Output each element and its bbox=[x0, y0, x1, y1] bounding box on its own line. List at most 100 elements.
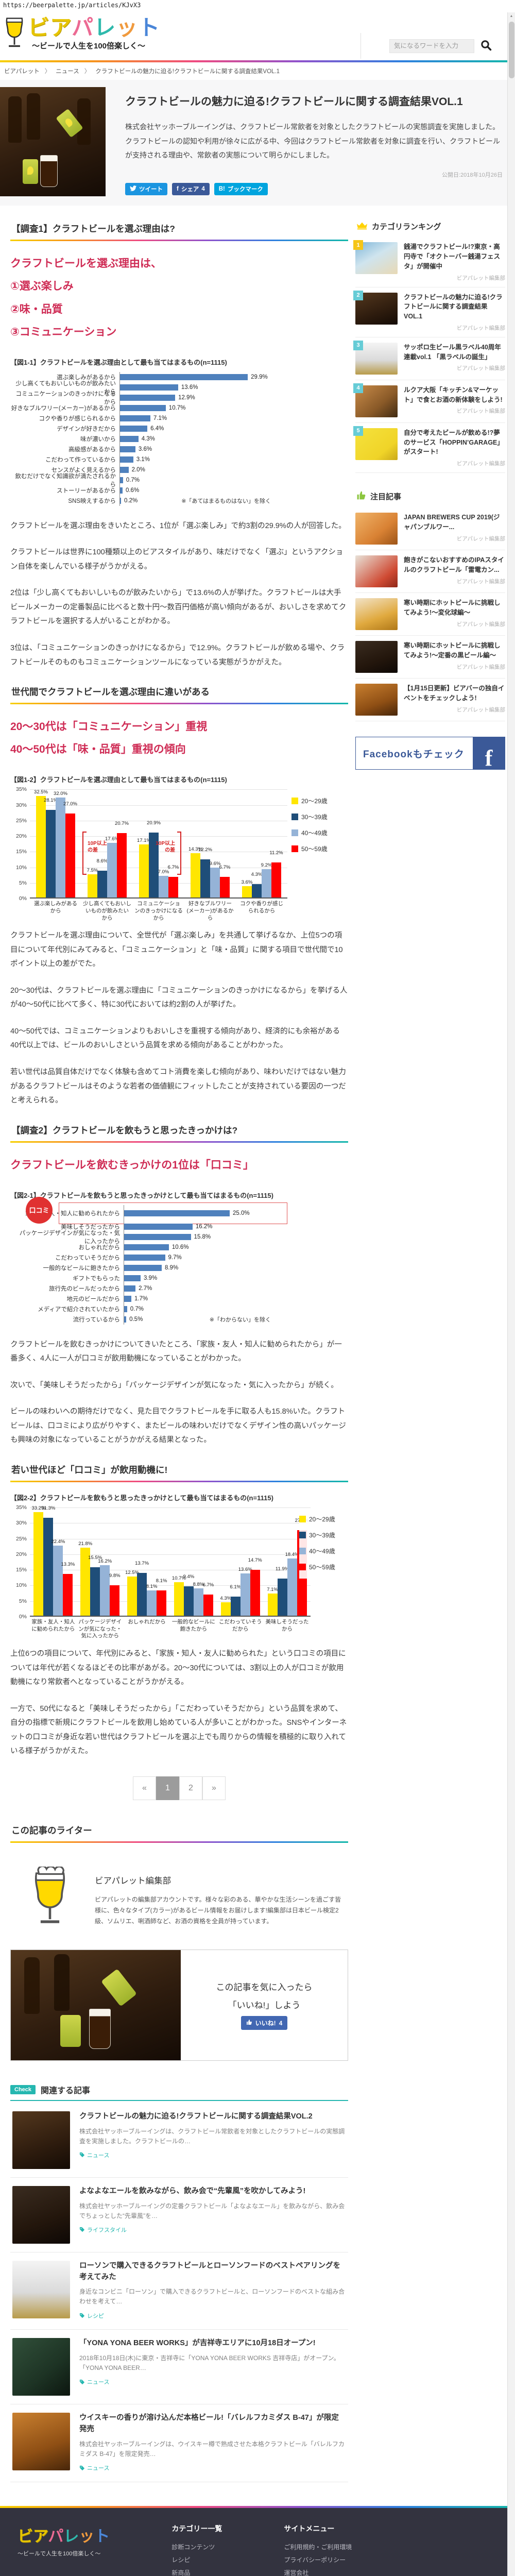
chart-value-label: 8.6% bbox=[96, 858, 108, 865]
related-article-title[interactable]: ローソンで購入できるクラフトビールとローソンフードのベストペアリングを考えてみた bbox=[79, 2261, 341, 2281]
site-logo[interactable]: ビアパレット 〜ビールで人生を100倍楽しく〜 bbox=[3, 16, 500, 51]
featured-item[interactable]: 寒い時期にホットビールに挑戦してみよう!〜定番の黒ビール編〜 ビアパレット編集部 bbox=[355, 636, 505, 679]
related-article-category-tag[interactable]: ニュース bbox=[79, 2151, 109, 2159]
tweet-button[interactable]: ツイート bbox=[125, 183, 167, 196]
sidebar-article-title[interactable]: 自分で考えたビールが飲める!?夢のサービス「HOPPIN’GARAGE」がスター… bbox=[404, 429, 504, 456]
related-article-title[interactable]: ウイスキーの香りが溶け込んだ本格ビール!「バレルフカミダス B-47」が限定発売 bbox=[79, 2414, 339, 2433]
body-paragraph: クラフトビールを選ぶ理由について、全世代が「選ぶ楽しみ」を共通して挙げるなか、上… bbox=[10, 931, 343, 969]
related-article-category-tag[interactable]: ニュース bbox=[79, 2378, 109, 2386]
related-article-item[interactable]: よなよなエールを飲みながら、飲み会で“先輩風”を吹かしてみよう! 株式会社ヤッホー… bbox=[10, 2178, 348, 2252]
chart-ytick-label: 5% bbox=[19, 879, 27, 886]
breadcrumb-item[interactable]: ビアパレット bbox=[4, 69, 40, 75]
sidebar-article-author: ビアパレット編集部 bbox=[456, 275, 505, 281]
search-icon bbox=[480, 40, 492, 53]
footer-link[interactable]: 運営会社 bbox=[284, 2569, 309, 2576]
chart-bar-row: デザインが好きだから 6.4% bbox=[10, 423, 348, 434]
tag-icon bbox=[79, 2153, 85, 2158]
facebook-share-button[interactable]: f シェア 4 bbox=[172, 183, 210, 196]
sidebar-article-title[interactable]: JAPAN BREWERS CUP 2019(ジャパンブルワー... bbox=[404, 514, 500, 531]
featured-item[interactable]: 【1月15日更新】ビアバーの独自イベントをチェックしよう! ビアパレット編集部 bbox=[355, 679, 505, 722]
featured-item[interactable]: JAPAN BREWERS CUP 2019(ジャパンブルワー... ビアパレット… bbox=[355, 507, 505, 551]
chart-value-label: 0.6% bbox=[125, 487, 140, 494]
section3-heading: 【調査2】クラフトビールを飲もうと思ったきっかけは? bbox=[10, 1120, 348, 1143]
chart-bar-row: 一般的なビールに飽きたから 8.9% bbox=[14, 1262, 348, 1273]
chart-bar: 8.6% bbox=[97, 858, 108, 898]
footer-link[interactable]: レシピ bbox=[171, 2556, 191, 2564]
featured-title: 注目記事 bbox=[370, 493, 402, 502]
ranking-item[interactable]: 4 ルクア大阪「キッチン&マーケット」で食とお酒の新体験をしよう! ビアパレット編集… bbox=[353, 380, 505, 423]
writer-bio: ビアパレットの編集部アカウントです。様々な彩のある、華やかな生活シーンを過ごす皆… bbox=[95, 1895, 341, 1925]
pagination-next[interactable]: » bbox=[202, 1776, 226, 1800]
chart-value-label: 28.1% bbox=[44, 798, 58, 804]
rank-badge: 1 bbox=[353, 240, 363, 250]
sidebar-article-title[interactable]: 飽きがこないおすすめのIPAスタイルのクラフトビール「雷電カン... bbox=[404, 556, 504, 573]
footer-logo[interactable]: ビアパレット 〜ビールで人生を100倍楽しく〜 bbox=[18, 2528, 110, 2557]
browser-url[interactable]: https://beerpalette.jp/articles/KJvX3 bbox=[0, 0, 515, 11]
related-article-title[interactable]: よなよなエールを飲みながら、飲み会で“先輩風”を吹かしてみよう! bbox=[79, 2187, 306, 2195]
footer-link[interactable]: 診断コンテンツ bbox=[171, 2543, 215, 2551]
ranking-item[interactable]: 1 銭湯でクラフトビール!?東京・高円寺で「オクトーバー銭湯フェスタ」が開催中ビア… bbox=[353, 237, 505, 287]
sidebar-article-title[interactable]: 寒い時期にホットビールに挑戦してみよう!〜定番の黒ビール編〜 bbox=[404, 642, 501, 659]
sidebar-article-title[interactable]: 【1月15日更新】ビアバーの独自イベントをチェックしよう! bbox=[404, 685, 505, 702]
breadcrumb-item[interactable]: ニュース bbox=[56, 69, 79, 75]
search-button[interactable] bbox=[480, 40, 492, 53]
sidebar-article-title[interactable]: サッポロ生ビール黒ラベル40周年連載vol.1 「黒ラベルの誕生」 bbox=[404, 343, 501, 361]
chart-bar bbox=[120, 446, 135, 452]
writer-avatar[interactable] bbox=[28, 1865, 72, 1927]
chart-category-label: デザインが好きだから bbox=[57, 426, 116, 432]
site-footer: ビアパレット 〜ビールで人生を100倍楽しく〜 カテゴリー一覧 診断コンテンツレ… bbox=[0, 2505, 515, 2576]
thumbs-up-icon bbox=[356, 490, 366, 502]
legend-swatch bbox=[299, 1564, 306, 1571]
related-article-category-tag[interactable]: レシピ bbox=[79, 2312, 104, 2320]
chart-bar bbox=[124, 1210, 230, 1216]
related-article-title[interactable]: 「YONA YONA BEER WORKS」が吉祥寺エリアに10月18日オープン… bbox=[79, 2339, 316, 2348]
search-input[interactable] bbox=[389, 39, 474, 53]
chart-ytick-label: 35% bbox=[15, 786, 27, 793]
facebook-like-button[interactable]: いいね! 4 bbox=[241, 2016, 288, 2030]
footer-tagline: 〜ビールで人生を100倍楽しく〜 bbox=[18, 2550, 101, 2557]
scrollbar-thumb[interactable] bbox=[509, 22, 514, 78]
related-article-item[interactable]: 「YONA YONA BEER WORKS」が吉祥寺エリアに10月18日オープン… bbox=[10, 2330, 348, 2405]
fig1-2-grouped-bar-chart: 0% 5% 10% 15% 20% 25% 30% 35% 32.5% 28.1% 32.0% 27.… bbox=[10, 786, 348, 922]
chart-bar bbox=[124, 1264, 162, 1271]
footer-link[interactable]: ご利用規約・ご利用環境 bbox=[284, 2543, 352, 2551]
related-article-title[interactable]: クラフトビールの魅力に迫る!クラフトビールに関する調査結果VOL.2 bbox=[79, 2112, 313, 2121]
chart-category-label: コクや香りが感じられるから bbox=[39, 415, 116, 422]
hatena-bookmark-button[interactable]: B! ブックマーク bbox=[214, 183, 268, 196]
chart-bar: 7.1% bbox=[267, 1587, 278, 1616]
footer-link[interactable]: プライバシーポリシー bbox=[284, 2556, 346, 2564]
ranking-item[interactable]: 3 サッポロ生ビール黒ラベル40周年連載vol.1 「黒ラベルの誕生」 ビアパレット… bbox=[353, 337, 505, 380]
writer-name[interactable]: ビアパレット編集部 bbox=[95, 1876, 171, 1886]
ranking-item[interactable]: 5 自分で考えたビールが飲める!?夢のサービス「HOPPIN’GARAGE」がスタ… bbox=[353, 423, 505, 473]
legend-item: 50〜59歳 bbox=[291, 844, 348, 853]
scrollbar[interactable]: ▲ ▼ bbox=[507, 12, 515, 2576]
sidebar-article-title[interactable]: 寒い時期にホットビールに挑戦してみよう!〜変化球編〜 bbox=[404, 599, 501, 616]
featured-item[interactable]: 飽きがこないおすすめのIPAスタイルのクラフトビール「雷電カン... ビアパレット… bbox=[355, 550, 505, 594]
sidebar-article-title[interactable]: 銭湯でクラフトビール!?東京・高円寺で「オクトーバー銭湯フェスタ」が開催中 bbox=[404, 243, 501, 270]
pagination-prev[interactable]: « bbox=[133, 1776, 156, 1800]
facebook-logo-icon: f bbox=[473, 737, 505, 770]
related-article-item[interactable]: ウイスキーの香りが溶け込んだ本格ビール!「バレルフカミダス B-47」が限定発売… bbox=[10, 2404, 348, 2482]
sidebar-article-title[interactable]: ルクア大阪「キッチン&マーケット」で食とお酒の新体験をしよう! bbox=[404, 386, 503, 403]
related-article-category-tag[interactable]: ニュース bbox=[79, 2464, 109, 2472]
chart-bar: 6.7% bbox=[203, 1582, 214, 1616]
chart-bar-row: こだわっていそうだから 9.7% bbox=[14, 1252, 348, 1263]
featured-item[interactable]: 寒い時期にホットビールに挑戦してみよう!〜変化球編〜 ビアパレット編集部 bbox=[355, 593, 505, 636]
scrollbar-up-icon[interactable]: ▲ bbox=[509, 14, 513, 18]
pagination-page-1[interactable]: 1 bbox=[156, 1776, 179, 1800]
chart-bar-row: パッケージデザインが気になった・気に入ったから 15.8% bbox=[14, 1230, 348, 1245]
facebook-check-widget[interactable]: Facebookもチェック f bbox=[355, 737, 505, 770]
chart-value-label: 7.5% bbox=[87, 867, 98, 873]
chart-value-label: 15.8% bbox=[194, 1233, 211, 1240]
chart-bar-group: 21.8% 15.5% 16.2% 9.8% bbox=[77, 1507, 124, 1616]
related-article-category-tag[interactable]: ライフスタイル bbox=[79, 2226, 127, 2234]
annotation-label: 10P以上の差 bbox=[156, 841, 175, 853]
related-article-item[interactable]: クラフトビールの魅力に迫る!クラフトビールに関する調査結果VOL.2 株式会社ヤッ… bbox=[10, 2103, 348, 2178]
breadcrumb-item[interactable]: クラフトビールの魅力に迫る!クラフトビールに関する調査結果VOL.1 bbox=[95, 69, 280, 75]
ranking-item[interactable]: 2 クラフトビールの魅力に迫る!クラフトビールに関する調査結果VOL.1 ビアパレッ… bbox=[353, 287, 505, 337]
related-article-item[interactable]: ローソンで購入できるクラフトビールとローソンフードのベストペアリングを考えてみた… bbox=[10, 2252, 348, 2330]
footer-link[interactable]: 新商品 bbox=[171, 2569, 191, 2576]
pagination-page-2[interactable]: 2 bbox=[179, 1776, 202, 1800]
chart-bar bbox=[120, 415, 150, 421]
sidebar-article-title[interactable]: クラフトビールの魅力に迫る!クラフトビールに関する調査結果VOL.1 bbox=[404, 293, 503, 320]
